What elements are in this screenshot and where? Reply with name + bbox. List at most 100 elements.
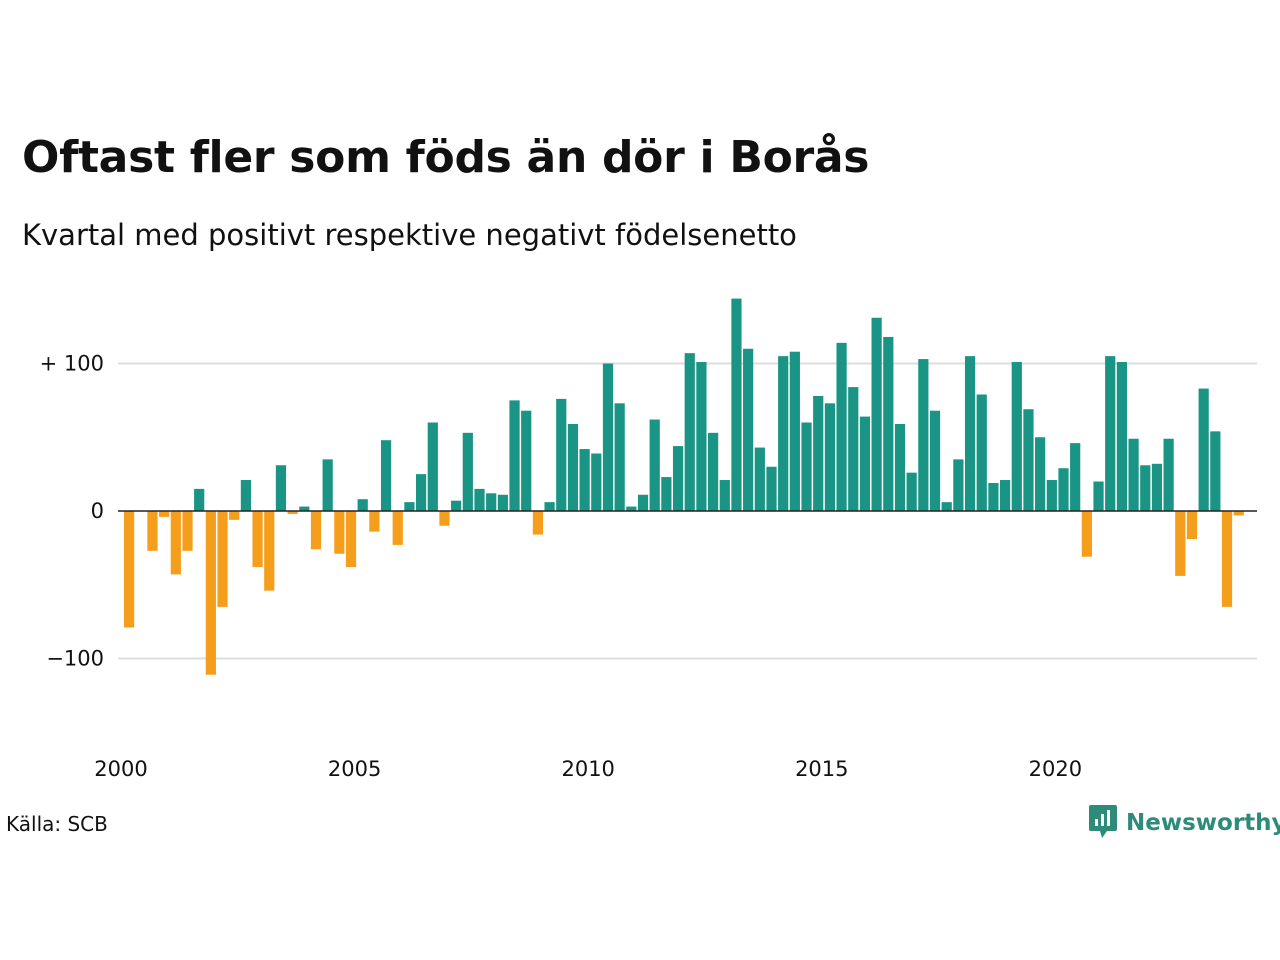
bar [521,410,532,511]
bar [392,511,403,545]
bar [252,511,263,568]
bar [824,403,835,511]
bar [918,359,929,511]
y-tick-label: 0 [91,499,104,523]
bar [451,500,462,511]
bar [964,356,976,512]
bar [1070,443,1081,511]
bar [906,472,917,511]
brand-name: Newsworthy [1126,810,1280,836]
bar [941,502,952,511]
bar [544,502,555,511]
brand[interactable]: Newsworthy [1088,803,1280,843]
x-axis-ticks: 2000 2005 2010 2015 2020 [94,757,1082,781]
bar [509,400,520,512]
bar [345,511,357,568]
bar [380,440,392,511]
bar [217,511,228,607]
bar [1163,438,1174,511]
bar [1105,356,1116,512]
bar [859,416,871,511]
bar [801,422,812,511]
bar [848,387,859,511]
bar [708,432,719,511]
bar [170,511,181,575]
y-tick-label: −100 [46,647,104,671]
y-tick-label: + 100 [40,352,104,376]
bar [240,480,251,511]
bar [976,394,987,511]
bar [813,395,824,511]
bar [731,298,742,511]
bar [1198,388,1209,511]
x-tick-label: 2005 [328,757,381,781]
x-tick-label: 2015 [795,757,848,781]
bar [778,356,789,512]
bar [229,511,240,520]
bar [427,422,438,511]
bar [754,447,765,511]
bar [1000,480,1011,511]
x-tick-label: 2000 [94,757,147,781]
bar [497,494,508,511]
bar [614,403,625,511]
bar [1175,511,1186,576]
bar [334,511,345,554]
bar [1093,481,1104,511]
bar [1116,362,1127,511]
bar [672,446,684,511]
bar [1186,511,1198,540]
bar [474,488,485,512]
bar [205,511,216,675]
bar [1058,468,1069,511]
x-tick-label: 2020 [1029,757,1082,781]
bar [1140,465,1151,511]
bar [194,488,205,512]
bar [766,466,777,511]
bars [124,298,1244,675]
bar [357,499,368,511]
bar [1081,511,1092,557]
bar [894,423,906,511]
bar [626,506,637,511]
bar [1128,438,1139,511]
bar [159,511,170,517]
bar-chart: + 100 0 −100 2000 2005 2010 2015 2020 [40,298,1257,781]
bar [147,511,158,551]
bar [953,459,964,512]
bar [404,502,415,511]
bar [1011,362,1022,511]
bar [719,480,730,511]
bar [124,511,135,628]
bar [462,432,473,511]
bar [416,474,427,512]
bar [789,351,800,511]
bar [369,511,380,532]
bar [1233,511,1244,516]
bar [836,342,847,511]
y-axis-ticks: + 100 0 −100 [40,352,104,671]
bar [1210,431,1221,511]
chart-title: Oftast fler som föds än dör i Borås [22,132,870,183]
bar [182,511,193,551]
bar [883,336,894,511]
bar [871,317,882,511]
bar [275,465,287,511]
source-note: Källa: SCB [6,812,108,836]
bar [1046,480,1057,511]
bar [322,459,333,512]
bar [486,493,497,511]
bar [264,511,275,591]
bar [743,348,754,511]
bar [310,511,322,550]
bar [591,453,602,511]
bar [602,363,614,511]
bar [1035,437,1046,511]
bar [988,482,999,511]
newsworthy-logo-icon [1088,803,1118,843]
bar [579,449,590,511]
bar [929,410,941,511]
bar [684,353,695,511]
bar [287,511,298,514]
bar [649,419,660,511]
